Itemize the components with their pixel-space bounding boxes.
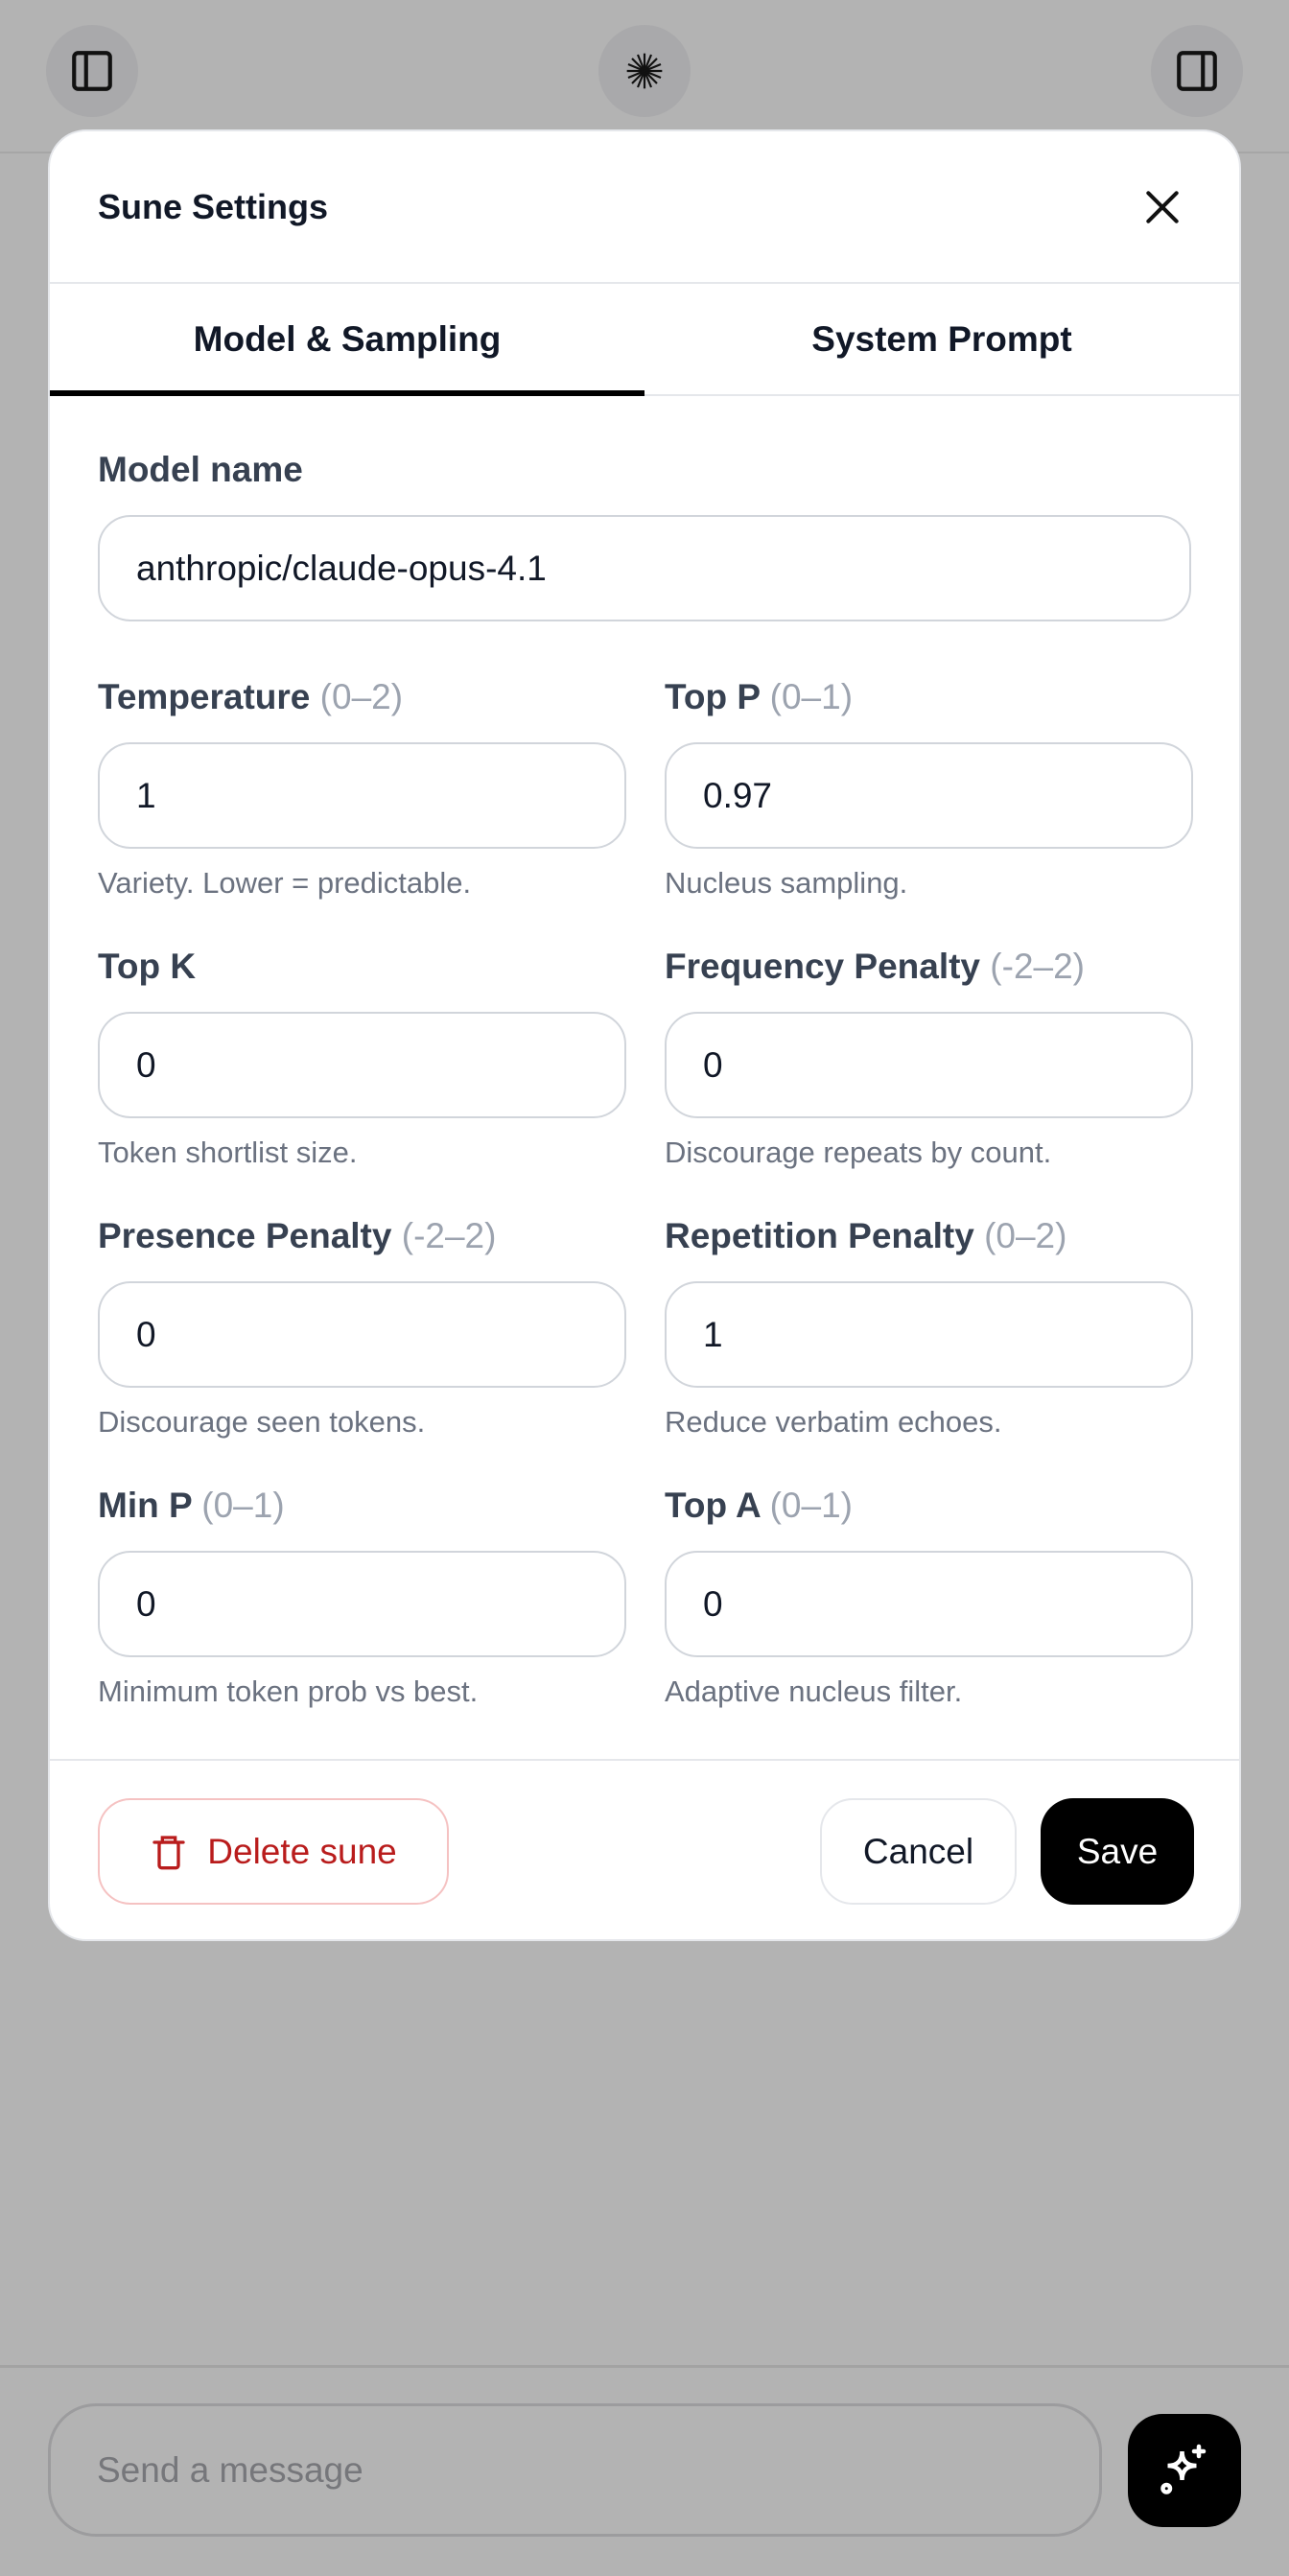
min-p-hint: Minimum token prob vs best. (98, 1674, 479, 1708)
top-k-input[interactable]: 0 (98, 1012, 626, 1118)
field-repetition-penalty: Repetition Penalty (0–2) 1 Reduce verbat… (665, 1212, 1193, 1482)
frequency-penalty-range: (-2–2) (990, 947, 1085, 986)
top-a-label-text: Top A (665, 1486, 761, 1525)
repetition-penalty-label-text: Repetition Penalty (665, 1216, 974, 1255)
model-name-input[interactable]: anthropic/claude-opus-4.1 (98, 515, 1191, 621)
field-frequency-penalty: Frequency Penalty (-2–2) 0 Discourage re… (665, 943, 1193, 1212)
tab-model-sampling[interactable]: Model & Sampling (50, 284, 644, 396)
sidebar-left-icon (72, 51, 112, 91)
top-p-label: Top P (0–1) (665, 673, 1193, 721)
top-p-label-text: Top P (665, 677, 761, 716)
top-bar (0, 0, 1289, 153)
save-button[interactable]: Save (1041, 1798, 1194, 1905)
frequency-penalty-label: Frequency Penalty (-2–2) (665, 943, 1193, 991)
field-presence-penalty: Presence Penalty (-2–2) 0 Discourage see… (98, 1212, 626, 1482)
frequency-penalty-label-text: Frequency Penalty (665, 947, 981, 986)
top-k-label: Top K (98, 943, 626, 991)
top-p-input[interactable]: 0.97 (665, 742, 1193, 849)
temperature-label-text: Temperature (98, 677, 311, 716)
close-icon (1146, 190, 1179, 223)
field-top-p: Top P (0–1) 0.97 Nucleus sampling. (665, 673, 1193, 943)
dialog-title: Sune Settings (98, 186, 329, 226)
min-p-label: Min P (0–1) (98, 1482, 626, 1530)
frequency-penalty-hint: Discourage repeats by count. (665, 1136, 1052, 1169)
field-temperature: Temperature (0–2) 1 Variety. Lower = pre… (98, 673, 626, 943)
toggle-right-sidebar-button[interactable] (1151, 25, 1243, 117)
sidebar-right-icon (1177, 51, 1217, 91)
field-top-a: Top A (0–1) 0 Adaptive nucleus filter. (665, 1482, 1193, 1751)
temperature-label: Temperature (0–2) (98, 673, 626, 721)
field-min-p: Min P (0–1) 0 Minimum token prob vs best… (98, 1482, 626, 1751)
temperature-hint: Variety. Lower = predictable. (98, 866, 472, 900)
starburst-logo-icon (626, 53, 663, 89)
presence-penalty-label-text: Presence Penalty (98, 1216, 392, 1255)
presence-penalty-hint: Discourage seen tokens. (98, 1405, 426, 1439)
send-button[interactable] (1128, 2414, 1241, 2527)
composer-divider (0, 2365, 1289, 2368)
delete-sune-label: Delete sune (207, 1831, 397, 1871)
top-k-hint: Token shortlist size. (98, 1136, 358, 1169)
repetition-penalty-input[interactable]: 1 (665, 1281, 1193, 1388)
message-input[interactable]: Send a message (48, 2403, 1102, 2537)
temperature-input[interactable]: 1 (98, 742, 626, 849)
model-name-label: Model name (98, 450, 303, 489)
min-p-input[interactable]: 0 (98, 1551, 626, 1657)
presence-penalty-label: Presence Penalty (-2–2) (98, 1212, 626, 1260)
top-p-hint: Nucleus sampling. (665, 866, 908, 900)
repetition-penalty-hint: Reduce verbatim echoes. (665, 1405, 1002, 1439)
min-p-range: (0–1) (201, 1486, 285, 1525)
field-top-k: Top K 0 Token shortlist size. (98, 943, 626, 1212)
cancel-button[interactable]: Cancel (820, 1798, 1017, 1905)
top-p-range: (0–1) (769, 677, 854, 716)
top-a-label: Top A (0–1) (665, 1482, 1193, 1530)
delete-sune-button[interactable]: Delete sune (98, 1798, 449, 1905)
repetition-penalty-label: Repetition Penalty (0–2) (665, 1212, 1193, 1260)
sune-settings-dialog: Sune Settings Model & Sampling System Pr… (48, 129, 1241, 1941)
dialog-header: Sune Settings (50, 131, 1239, 284)
trash-icon (152, 1835, 185, 1869)
dialog-footer: Delete sune Cancel Save (50, 1759, 1239, 1939)
toggle-left-sidebar-button[interactable] (46, 25, 138, 117)
tab-system-prompt[interactable]: System Prompt (811, 318, 1072, 359)
top-a-hint: Adaptive nucleus filter. (665, 1674, 963, 1708)
presence-penalty-input[interactable]: 0 (98, 1281, 626, 1388)
repetition-penalty-range: (0–2) (984, 1216, 1067, 1255)
presence-penalty-range: (-2–2) (401, 1216, 497, 1255)
sparkles-icon (1160, 2444, 1207, 2494)
top-a-input[interactable]: 0 (665, 1551, 1193, 1657)
min-p-label-text: Min P (98, 1486, 192, 1525)
temperature-range: (0–2) (319, 677, 404, 716)
close-button[interactable] (1134, 178, 1191, 236)
top-k-label-text: Top K (98, 947, 197, 986)
tab-bar: Model & Sampling System Prompt (50, 284, 1239, 396)
top-a-range: (0–1) (769, 1486, 853, 1525)
frequency-penalty-input[interactable]: 0 (665, 1012, 1193, 1118)
logo-button[interactable] (598, 25, 691, 117)
